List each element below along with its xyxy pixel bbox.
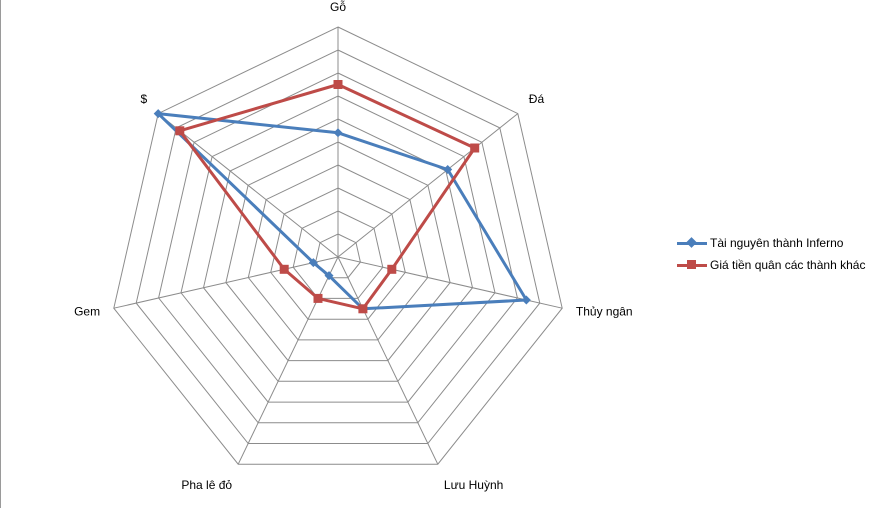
legend-label-other-cities: Giá tiền quân các thành khác [710, 258, 866, 272]
legend: Tài nguyên thành Inferno Giá tiền quân c… [676, 232, 876, 276]
data-point [443, 165, 453, 175]
axis-label: Thủy ngân [576, 304, 633, 318]
axis-label: Gem [74, 304, 100, 318]
grid-spoke [237, 256, 339, 465]
series-1 [175, 80, 480, 314]
axis-labels: Gỗ Đá Thủy ngân Lưu Huỳnh Pha lê đỏ Gem $ [74, 0, 633, 492]
data-point [470, 143, 480, 153]
data-point [308, 258, 318, 268]
grid-ring [180, 95, 496, 403]
radar-grid [113, 26, 563, 465]
grid-ring [315, 233, 361, 279]
axis-label: Gỗ [330, 0, 346, 14]
legend-swatch-inferno [676, 237, 708, 249]
grid-spoke [337, 113, 519, 258]
series-layer [153, 80, 531, 314]
grid-spoke [337, 256, 439, 465]
data-point [333, 128, 343, 138]
legend-swatch-other-cities [676, 259, 708, 271]
legend-item-inferno: Tài nguyên thành Inferno [676, 232, 876, 254]
data-point [333, 80, 343, 89]
data-point [175, 126, 185, 136]
data-point [521, 295, 531, 305]
data-point [387, 264, 397, 274]
axis-label: Lưu Huỳnh [444, 478, 503, 492]
axis-label: Pha lê đỏ [181, 478, 232, 492]
legend-label-inferno: Tài nguyên thành Inferno [710, 236, 844, 250]
grid-ring [158, 72, 518, 424]
square-marker-icon [687, 260, 696, 269]
grid-ring [135, 49, 541, 444]
series-line [178, 83, 477, 311]
axis-label: $ [141, 92, 148, 106]
legend-item-other-cities: Giá tiền quân các thành khác [676, 254, 876, 276]
grid-spoke [113, 256, 339, 309]
grid-ring [270, 187, 406, 320]
data-point [153, 109, 163, 119]
data-point [324, 271, 334, 281]
grid-spoke [157, 113, 339, 258]
grid-ring [113, 26, 563, 465]
data-point [313, 293, 323, 303]
grid-ring [292, 210, 384, 299]
axis-label: Đá [529, 92, 545, 106]
diamond-marker-icon [686, 237, 697, 248]
data-point [358, 304, 368, 314]
grid-ring [225, 141, 451, 362]
data-point [279, 264, 289, 274]
